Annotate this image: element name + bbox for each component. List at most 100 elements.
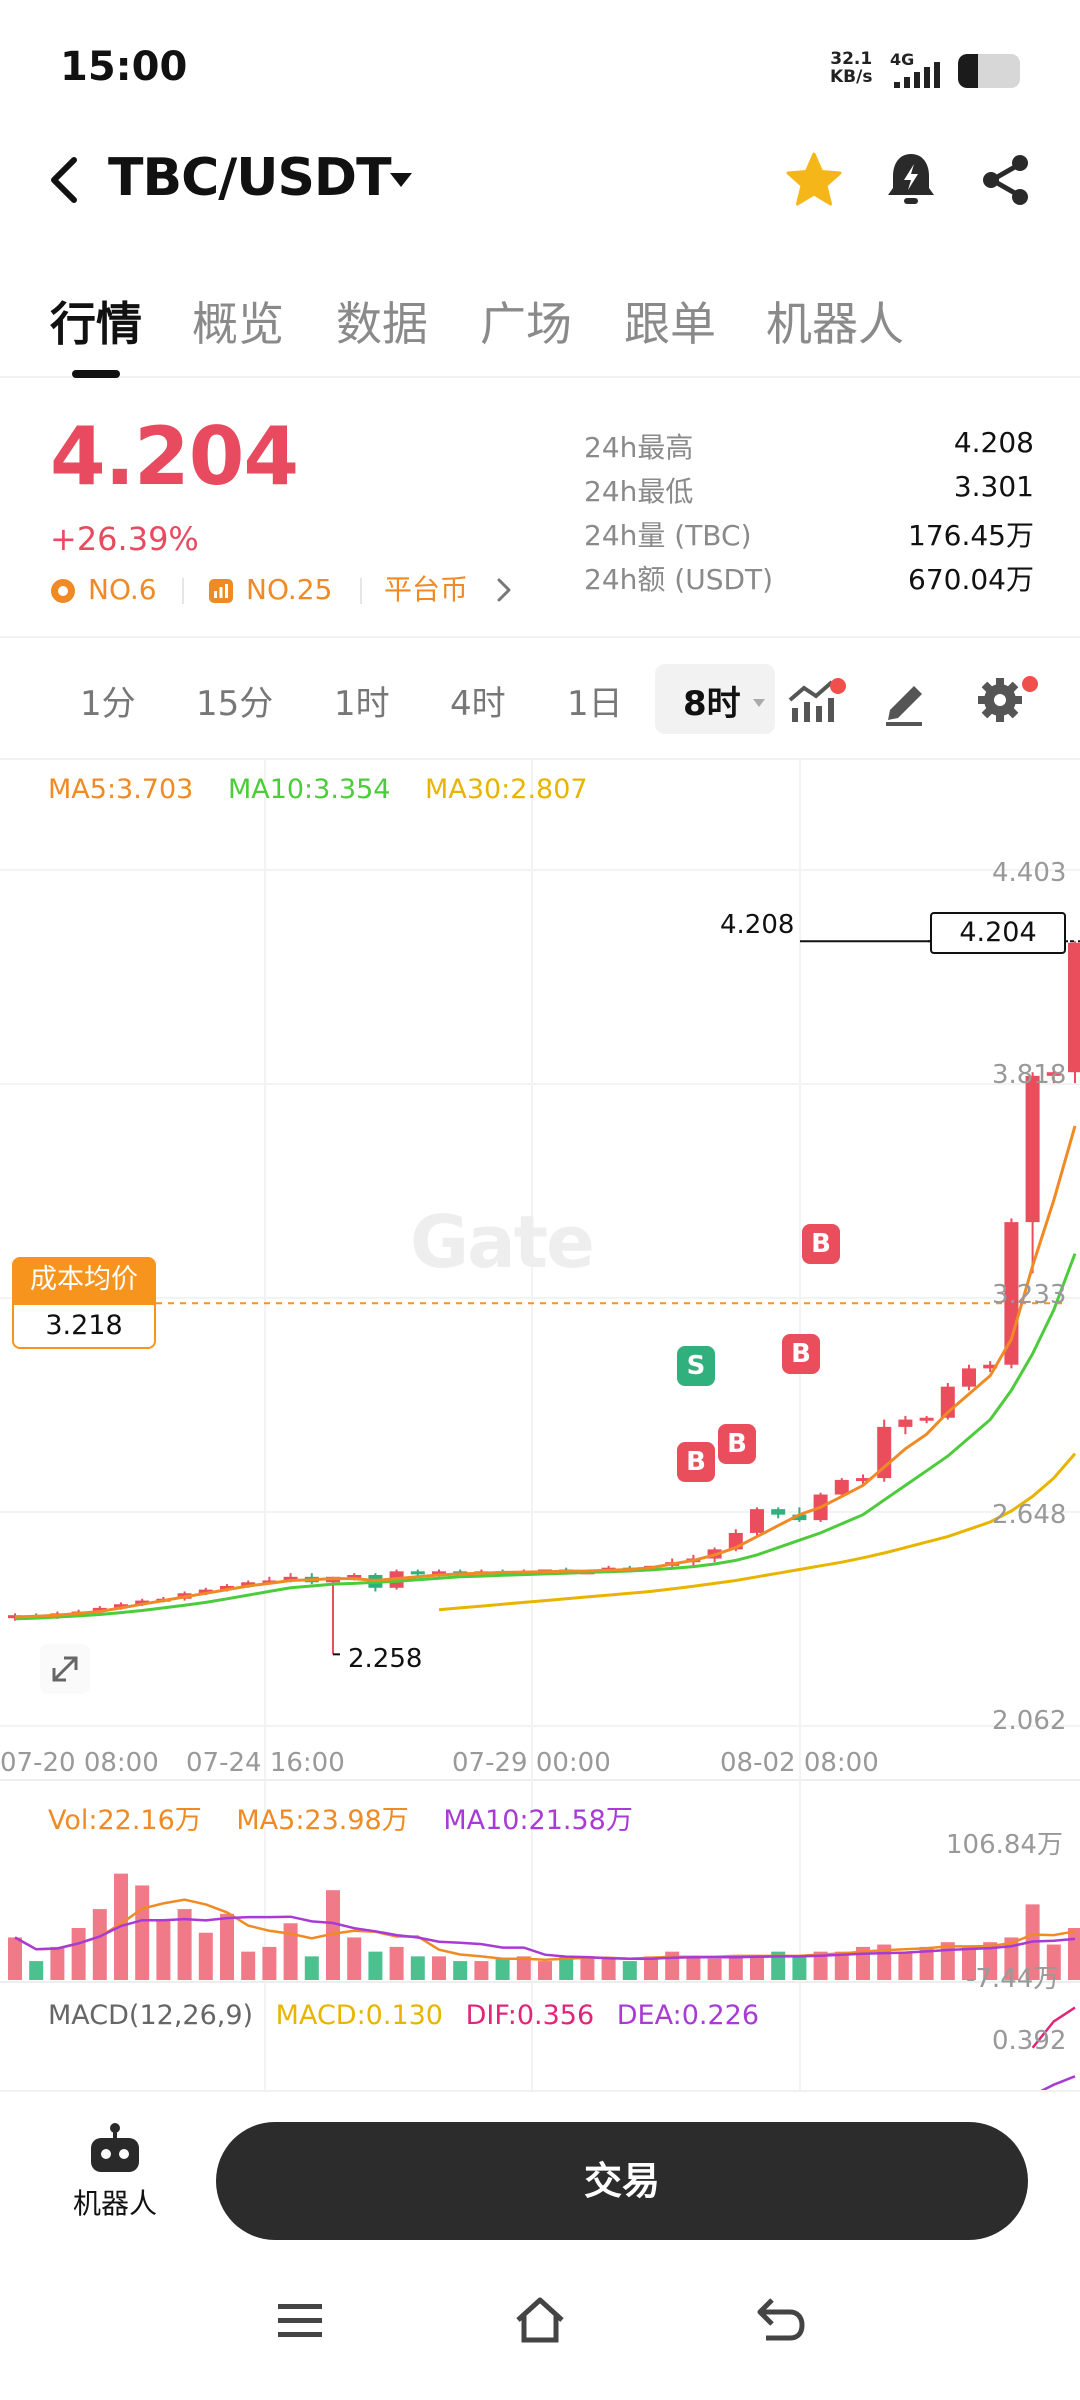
chart-canvas[interactable] <box>0 760 1080 2090</box>
share-icon[interactable] <box>976 150 1036 210</box>
macd-title: MACD(12,26,9) <box>48 2000 254 2031</box>
buy-mark[interactable]: B <box>782 1334 820 1374</box>
settings-gear-icon[interactable] <box>970 670 1030 730</box>
volume-bar <box>919 1946 934 1980</box>
main-tabs: 行情 概览 数据 广场 跟单 机器人 <box>0 282 1080 378</box>
candle-body <box>983 1364 998 1369</box>
timeframe-1h[interactable]: 1时 <box>334 684 390 724</box>
volume-bar <box>241 1951 256 1980</box>
back-arrow-icon[interactable] <box>44 152 88 208</box>
robot-button[interactable]: 机器人 <box>60 2122 170 2232</box>
timeframe-8h[interactable]: 8时 <box>683 684 741 724</box>
low-marker-label: 2.258 <box>348 1644 423 1674</box>
caret-down-icon[interactable] <box>388 170 414 190</box>
chevron-right-icon[interactable] <box>496 576 512 604</box>
volume-bar <box>198 1932 213 1980</box>
candle-body <box>792 1514 807 1521</box>
volume-bar <box>1046 1944 1061 1980</box>
sell-mark[interactable]: S <box>677 1346 715 1386</box>
volume-bar <box>177 1909 192 1980</box>
macd-tick: 0.392 <box>992 2026 1067 2056</box>
volume-bar <box>750 1956 764 1980</box>
volume-bar <box>707 1958 722 1980</box>
volume-bar <box>813 1951 828 1980</box>
kline-chart[interactable]: MA5:3.703 MA10:3.354 MA30:2.807 Gate 4.4… <box>0 760 1080 2090</box>
volume-bar <box>516 1956 531 1980</box>
trade-button[interactable]: 交易 <box>216 2122 1028 2240</box>
volume-bar <box>283 1923 298 1980</box>
candle-body <box>410 1571 425 1575</box>
ma5-line <box>14 1125 1077 1619</box>
24h-stats: 24h最高 4.208 24h最低 3.301 24h量 (TBC) 176.4… <box>584 422 1034 598</box>
notification-dot <box>830 678 846 694</box>
volume-bar <box>1004 1937 1019 1980</box>
vol-ma10-label: MA10:21.58万 <box>443 1805 633 1836</box>
volume-bar <box>1068 1928 1080 1980</box>
y-tick: 2.648 <box>992 1500 1067 1530</box>
rank-badge-2[interactable]: NO.25 <box>208 570 332 610</box>
tab-market[interactable]: 行情 <box>50 297 142 351</box>
indicators-icon[interactable] <box>782 670 842 730</box>
ma10-label: MA10:3.354 <box>227 774 391 805</box>
candle-body <box>135 1600 150 1605</box>
menu-icon[interactable] <box>272 2292 328 2348</box>
robot-icon <box>91 2123 139 2172</box>
volume-bar <box>601 1958 616 1980</box>
candle-body <box>92 1607 107 1612</box>
current-price-box: 4.204 <box>930 912 1066 954</box>
tab-overview[interactable]: 概览 <box>192 297 284 351</box>
volume-bar <box>432 1956 446 1980</box>
volume-bar <box>538 1961 552 1980</box>
draw-pen-icon[interactable] <box>876 670 936 730</box>
category-link[interactable]: 平台币 <box>384 573 469 606</box>
candle-body <box>898 1419 913 1427</box>
volume-bar <box>453 1961 468 1980</box>
tab-data[interactable]: 数据 <box>336 297 428 351</box>
header: TBC/USDT <box>0 130 1080 230</box>
buy-mark[interactable]: B <box>677 1442 715 1482</box>
tab-copy-trade[interactable]: 跟单 <box>624 297 716 351</box>
volume-bar <box>71 1928 86 1980</box>
favorite-star-icon[interactable] <box>784 150 844 210</box>
volume-bar <box>983 1942 998 1980</box>
home-icon[interactable] <box>512 2292 568 2348</box>
timeframe-1d[interactable]: 1日 <box>567 684 623 724</box>
candle-body <box>962 1368 976 1387</box>
timeframe-1m[interactable]: 1分 <box>80 684 136 724</box>
expand-icon[interactable] <box>40 1644 90 1694</box>
caret-down-icon[interactable] <box>752 698 766 708</box>
buy-mark[interactable]: B <box>802 1224 840 1264</box>
candle-body <box>1025 1075 1040 1223</box>
volume-bar <box>644 1956 658 1980</box>
timeframe-15m[interactable]: 15分 <box>196 684 274 724</box>
buy-mark[interactable]: B <box>718 1424 756 1464</box>
timeframe-4h[interactable]: 4时 <box>450 684 506 724</box>
network-speed: 32.1 KB/s <box>830 49 873 87</box>
divider <box>360 578 362 604</box>
volume-bar <box>686 1956 701 1980</box>
timeframe-bar: 1分 15分 1时 4时 1日 8时 <box>0 640 1080 760</box>
volume-bar <box>940 1942 955 1980</box>
volume-bar <box>559 1956 574 1980</box>
candle-body <box>1046 1072 1061 1076</box>
back-icon[interactable] <box>752 2292 808 2348</box>
volume-bar <box>962 1946 976 1980</box>
x-tick: 07-20 08:00 <box>0 1748 159 1778</box>
system-nav-bar <box>0 2240 1080 2400</box>
vol-ma5-label: MA5:23.98万 <box>236 1805 409 1836</box>
ma-legend: MA5:3.703 MA10:3.354 MA30:2.807 <box>48 774 614 805</box>
last-price: 4.204 <box>50 410 299 503</box>
tab-bots[interactable]: 机器人 <box>766 297 904 351</box>
volume-bar <box>622 1961 637 1980</box>
price-alert-bell-icon[interactable] <box>880 148 942 212</box>
pair-title[interactable]: TBC/USDT <box>108 148 392 208</box>
candle-body <box>220 1585 234 1590</box>
gate-watermark: Gate <box>410 1200 595 1284</box>
volume-bar <box>92 1909 107 1980</box>
macd-legend: MACD(12,26,9) MACD:0.130 DIF:0.356 DEA:0… <box>48 2000 773 2031</box>
tab-square[interactable]: 广场 <box>480 297 572 351</box>
network-type: 4G <box>890 50 915 69</box>
rank-badge-1[interactable]: NO.6 <box>50 570 157 610</box>
rank-circle-icon <box>51 579 75 603</box>
candle-body <box>834 1479 849 1495</box>
